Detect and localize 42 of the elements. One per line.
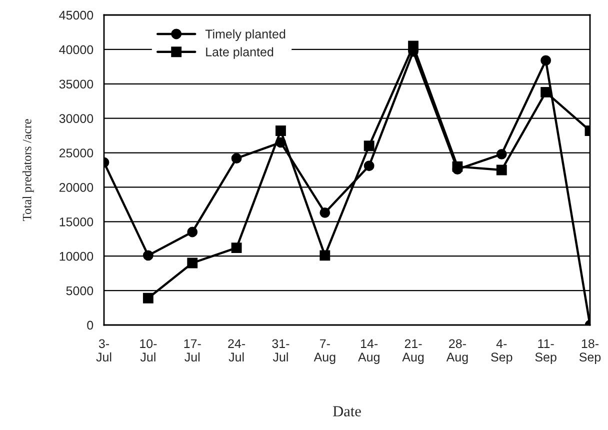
point — [187, 258, 198, 268]
x-tick-label: 31-Jul — [272, 339, 290, 362]
x-tick-label: 3-Jul — [96, 339, 112, 362]
point — [496, 148, 507, 160]
y-tick-label: 35000 — [59, 80, 94, 89]
x-tick-label: 28-Aug — [446, 339, 468, 364]
point — [187, 226, 198, 238]
x-tick-label: 11-Sep — [535, 339, 556, 364]
y-tick-label: 25000 — [59, 148, 94, 158]
point — [276, 137, 286, 148]
x-axis-title: Date — [333, 406, 361, 416]
legend-label: Timely planted — [205, 29, 286, 41]
y-tick-label: 20000 — [59, 183, 94, 192]
x-tick-label: 21-Aug — [402, 339, 424, 364]
point — [320, 250, 330, 261]
point — [142, 292, 154, 304]
point — [496, 164, 507, 176]
y-tick-label: 10000 — [60, 252, 94, 261]
point — [142, 250, 154, 261]
point — [364, 140, 374, 152]
point — [231, 153, 242, 164]
y-tick-label: 30000 — [59, 114, 94, 123]
x-tick-label: 4-Sep — [491, 339, 512, 364]
point — [231, 242, 242, 254]
y-tick-label: 5000 — [66, 286, 94, 296]
x-tick-label: 10-Jul — [140, 339, 157, 362]
x-tick-label: 14-Aug — [358, 339, 380, 364]
y-axis-title: Total predators /acre — [22, 119, 34, 222]
point — [540, 86, 552, 98]
point — [540, 55, 552, 66]
x-tick-label: 17-Jul — [184, 339, 201, 362]
y-tick-label: 0 — [87, 320, 94, 330]
y-tick-label: 45000 — [59, 10, 94, 20]
x-tick-label: 7-Aug — [314, 339, 336, 364]
point — [364, 160, 374, 172]
x-tick-label: 24-Jul — [228, 339, 246, 362]
point — [320, 208, 330, 218]
point — [276, 126, 286, 136]
x-tick-label: 18-Sep — [579, 339, 601, 364]
y-tick-label: 40000 — [59, 45, 94, 54]
y-tick-label: 15000 — [60, 217, 94, 226]
legend-label: Late planted — [206, 47, 274, 59]
